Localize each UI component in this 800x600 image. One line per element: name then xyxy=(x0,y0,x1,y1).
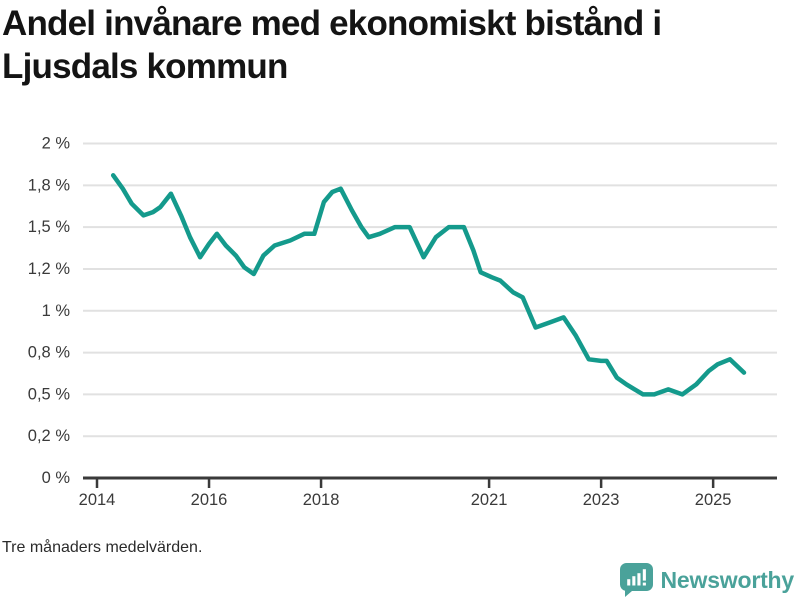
page-title-line-1: Andel invånare med ekonomiskt bistånd i xyxy=(2,4,662,43)
newsworthy-logo-text: Newsworthy xyxy=(660,566,795,593)
exclamation-stem xyxy=(642,569,646,581)
y-tick-label: 0 % xyxy=(42,469,71,487)
y-tick-label: 0,5 % xyxy=(28,385,71,403)
page-title: Andel invånare med ekonomiskt bistånd i … xyxy=(2,2,662,88)
bar-chart-bar-tall xyxy=(636,573,641,586)
y-tick-label: 0,2 % xyxy=(28,427,71,445)
chart-footnote: Tre månaders medelvärden. xyxy=(2,539,203,556)
y-tick-label: 2 % xyxy=(42,135,71,153)
newsworthy-branding: Newsworthy xyxy=(619,563,795,597)
x-tick-label: 2018 xyxy=(303,491,340,509)
exclamation-dot xyxy=(642,582,646,586)
x-tick-label: 2021 xyxy=(471,491,508,509)
data-series-line xyxy=(110,173,747,397)
y-tick-label: 0,8 % xyxy=(28,344,71,362)
y-tick-label: 1,2 % xyxy=(28,260,71,278)
y-tick-label: 1 % xyxy=(42,302,71,320)
y-tick-label: 1,8 % xyxy=(28,176,71,194)
page-title-line-2: Ljusdals kommun xyxy=(2,47,288,86)
bar-chart-bar-small xyxy=(626,579,630,586)
newsworthy-logo-icon xyxy=(619,563,653,597)
x-tick-label: 2016 xyxy=(191,491,228,509)
bar-chart-bar-medium xyxy=(631,576,635,586)
x-tick-label: 2014 xyxy=(79,491,116,509)
y-tick-label: 1,5 % xyxy=(28,218,71,236)
x-tick-label: 2025 xyxy=(695,491,732,509)
x-tick-label: 2023 xyxy=(583,491,620,509)
